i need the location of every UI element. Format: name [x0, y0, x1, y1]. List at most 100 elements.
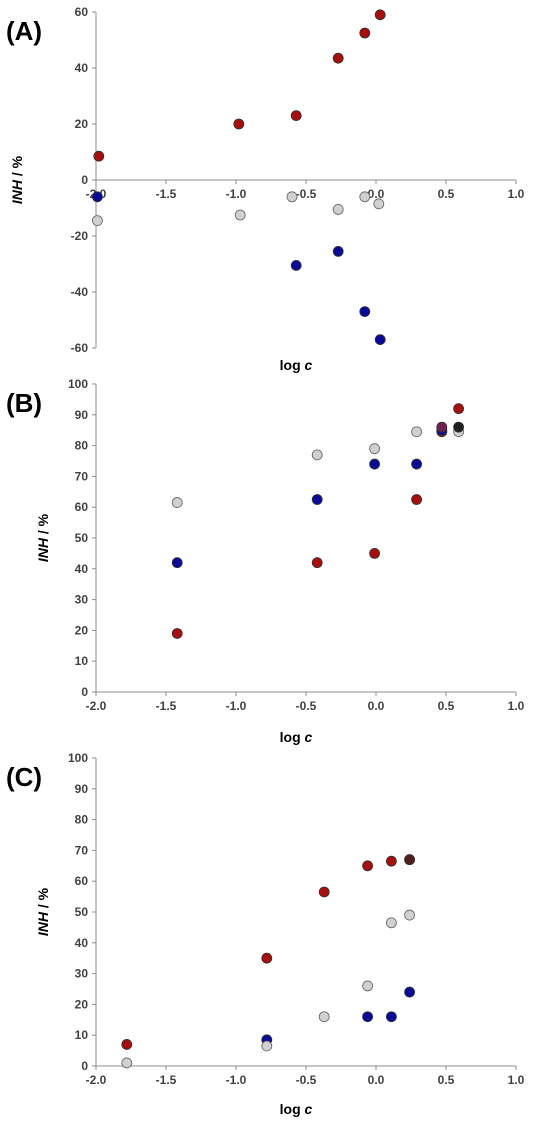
- panel-label: (B): [6, 388, 42, 418]
- y-tick-label: 60: [75, 874, 89, 888]
- data-point: [436, 421, 448, 433]
- data-point: [234, 209, 246, 221]
- y-axis-title: INH / %: [35, 513, 51, 562]
- data-point: [261, 1040, 273, 1052]
- series-3: [92, 191, 385, 227]
- x-tick-label: 0.5: [438, 699, 455, 713]
- data-point: [453, 403, 465, 415]
- data-point: [171, 497, 183, 508]
- x-tick-label: 0.0: [368, 699, 385, 713]
- x-tick-label: -1.5: [156, 699, 177, 713]
- x-tick-label: 0.5: [438, 187, 455, 201]
- data-point: [290, 259, 302, 271]
- y-tick-label: 70: [75, 469, 89, 483]
- series-3: [121, 909, 416, 1069]
- data-point: [92, 215, 103, 227]
- x-tick-label: -1.0: [226, 699, 247, 713]
- data-point: [362, 1011, 374, 1023]
- data-point: [318, 1011, 330, 1023]
- data-point: [385, 855, 397, 867]
- data-point: [373, 198, 385, 210]
- x-tick-label: -1.5: [156, 187, 177, 201]
- series-4: [436, 421, 448, 433]
- y-tick-label: 40: [75, 562, 89, 576]
- y-tick-label: 80: [75, 813, 89, 827]
- data-point: [121, 1057, 133, 1069]
- y-tick-label: 10: [75, 654, 89, 668]
- series-2: [261, 986, 416, 1046]
- data-point: [369, 548, 381, 559]
- data-point: [286, 191, 298, 203]
- x-axis-title: log c: [280, 357, 313, 373]
- y-tick-label: 100: [68, 377, 88, 391]
- y-tick-label: 20: [75, 623, 89, 637]
- data-point: [385, 1011, 397, 1023]
- y-axis-title-italic: INH: [35, 537, 51, 562]
- series-2: [171, 424, 448, 569]
- y-tick-label: -40: [71, 285, 89, 299]
- data-point: [411, 458, 423, 470]
- y-tick-label: 20: [75, 997, 89, 1011]
- data-point: [453, 421, 465, 433]
- data-point: [362, 860, 374, 872]
- y-axis-title-italic: INH: [35, 911, 51, 936]
- data-point: [404, 909, 416, 921]
- data-point: [233, 118, 245, 130]
- chart-panel-3: (C) 0 10 20 30 40 50 60 70 80 90 100 -2.0 -1.5 -1.0 -0.…: [6, 751, 525, 1117]
- x-axis-title-italic: c: [305, 357, 313, 373]
- data-point: [411, 494, 423, 505]
- chart-panel-1: (A)-60-40-200204060-2.0-1.5-1.0-0.50.00.…: [6, 5, 525, 373]
- y-tick-label: 30: [75, 593, 89, 607]
- data-point: [359, 27, 371, 39]
- y-axis-title-plain: / %: [35, 887, 51, 912]
- panel-label: (A): [6, 16, 42, 46]
- series-1: [93, 9, 386, 162]
- x-axis-title: log c: [280, 1101, 313, 1117]
- x-tick-label: -1.5: [156, 1073, 177, 1087]
- y-tick-label: 40: [75, 936, 89, 950]
- y-tick-label: 0: [81, 173, 88, 187]
- x-tick-label: -0.5: [296, 1073, 317, 1087]
- y-axis-title-plain: / %: [35, 513, 51, 538]
- data-point: [171, 628, 183, 639]
- x-tick-label: 1.0: [508, 187, 525, 201]
- data-point: [93, 150, 105, 162]
- y-tick-label: 90: [75, 408, 89, 422]
- data-point: [374, 334, 386, 346]
- data-point: [318, 886, 330, 898]
- data-point: [359, 191, 371, 203]
- y-tick-label: 40: [75, 61, 89, 75]
- x-tick-label: -1.0: [226, 187, 247, 201]
- data-point: [369, 458, 381, 470]
- x-tick-label: 0.0: [368, 187, 385, 201]
- chart-panel-2: (B) 0 10 20 30 40 50 60 70 80 90 100 -2.0 -1.5 -1.0 -0.…: [6, 377, 525, 745]
- data-point: [290, 110, 302, 121]
- x-axis-title-italic: c: [305, 1101, 313, 1117]
- y-tick-label: 90: [75, 782, 89, 796]
- data-point: [374, 9, 386, 21]
- y-tick-label: 20: [75, 117, 89, 131]
- y-tick-label: -20: [71, 229, 89, 243]
- x-tick-label: 1.0: [508, 1073, 525, 1087]
- x-axis-title-italic: c: [305, 729, 313, 745]
- x-tick-label: -2.0: [86, 1073, 107, 1087]
- x-axis-title: log c: [280, 729, 313, 745]
- data-point: [411, 426, 423, 438]
- data-point: [369, 443, 381, 455]
- y-tick-label: 60: [75, 5, 89, 19]
- x-tick-label: 0.5: [438, 1073, 455, 1087]
- y-tick-label: 60: [75, 500, 89, 514]
- data-point: [362, 980, 374, 992]
- series-4: [404, 854, 416, 866]
- x-axis-title-plain: log: [280, 357, 305, 373]
- y-tick-label: 10: [75, 1028, 89, 1042]
- y-tick-label: 100: [68, 751, 88, 765]
- data-point: [359, 306, 371, 318]
- data-point: [311, 557, 323, 569]
- y-axis-title: INH / %: [35, 887, 51, 936]
- data-point: [171, 557, 183, 569]
- data-point: [332, 52, 344, 64]
- series-5: [453, 421, 465, 433]
- data-point: [92, 191, 103, 203]
- panel-label: (C): [6, 762, 42, 792]
